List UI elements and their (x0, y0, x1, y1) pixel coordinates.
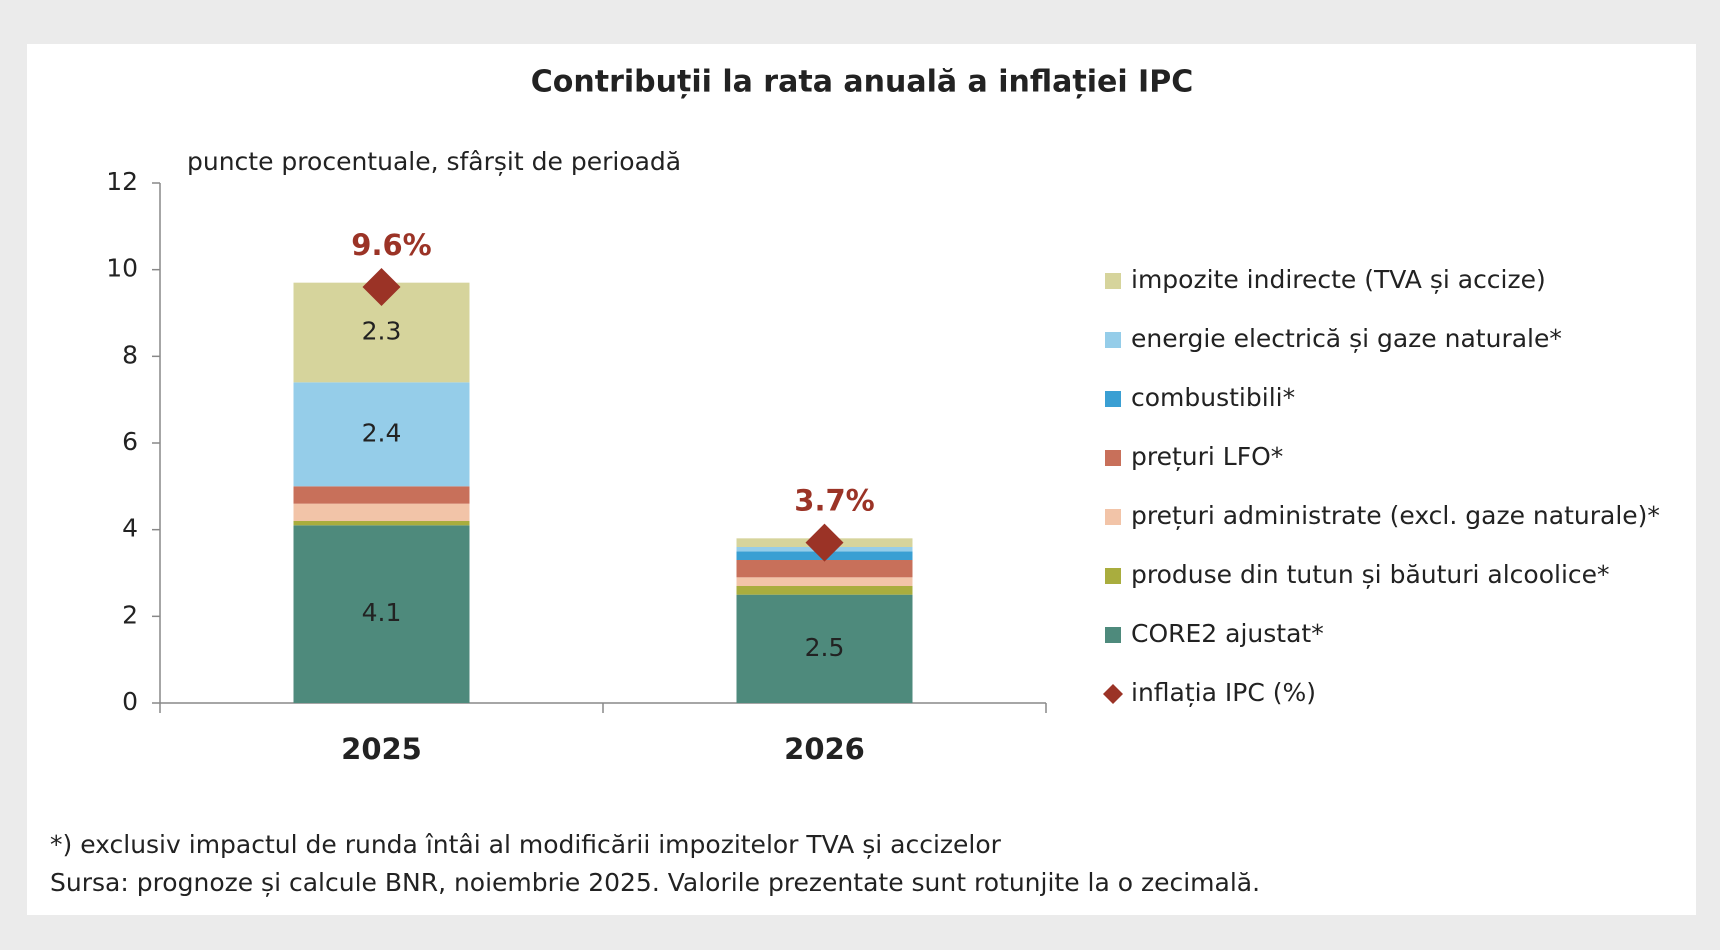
y-tick-label: 0 (122, 687, 138, 716)
subtitle: puncte procentuale, sfârșit de perioadă (187, 147, 681, 176)
inflation-marker (362, 268, 401, 306)
bar-segment (293, 382, 470, 487)
legend-label: energie electrică și gaze naturale* (1131, 324, 1562, 353)
inflation-label: 9.6% (351, 228, 431, 262)
legend-label: inflația IPC (%) (1131, 678, 1316, 707)
data-label: 4.1 (362, 598, 402, 627)
legend-swatch (1105, 391, 1121, 407)
legend-label: impozite indirecte (TVA și accize) (1131, 265, 1546, 294)
bar-segment (293, 525, 470, 703)
legend-label: produse din tutun și băuturi alcoolice* (1131, 560, 1610, 589)
bar-segment (736, 560, 913, 578)
legend-label: prețuri LFO* (1131, 442, 1283, 471)
x-tick-label: 2025 (341, 732, 422, 766)
legend-label: combustibili* (1131, 383, 1295, 412)
bar-segment (736, 586, 913, 595)
chart-title: Contribuții la rata anuală a inflației I… (531, 65, 1193, 100)
data-label: 2.4 (362, 418, 402, 447)
y-tick-label: 4 (122, 514, 138, 543)
legend-swatch (1103, 684, 1123, 704)
legend-label: prețuri administrate (excl. gaze natural… (1131, 501, 1660, 530)
bar-segment (293, 521, 470, 526)
y-tick-label: 6 (122, 427, 138, 456)
y-tick-label: 2 (122, 600, 138, 629)
inflation-marker (805, 523, 844, 562)
bar-segment (736, 594, 913, 703)
y-tick-label: 12 (106, 167, 138, 196)
source-note: Sursa: prognoze și calcule BNR, noiembri… (50, 868, 1260, 897)
x-tick-label: 2026 (784, 732, 865, 766)
data-label: 2.3 (362, 317, 402, 346)
legend-swatch (1105, 509, 1121, 525)
footnote: *) exclusiv impactul de runda întâi al m… (50, 830, 1002, 859)
y-tick-label: 8 (122, 340, 138, 369)
inflation-label: 3.7% (794, 484, 874, 518)
legend-swatch (1105, 450, 1121, 466)
legend-swatch (1105, 568, 1121, 584)
y-tick-label: 10 (106, 254, 138, 283)
legend-label: CORE2 ajustat* (1131, 619, 1324, 648)
legend-swatch (1105, 332, 1121, 348)
bar-segment (736, 577, 913, 586)
data-label: 2.5 (805, 633, 845, 662)
bar-segment (293, 486, 470, 504)
legend-swatch (1105, 627, 1121, 643)
bar-segment (293, 503, 470, 521)
legend-swatch (1105, 273, 1121, 289)
